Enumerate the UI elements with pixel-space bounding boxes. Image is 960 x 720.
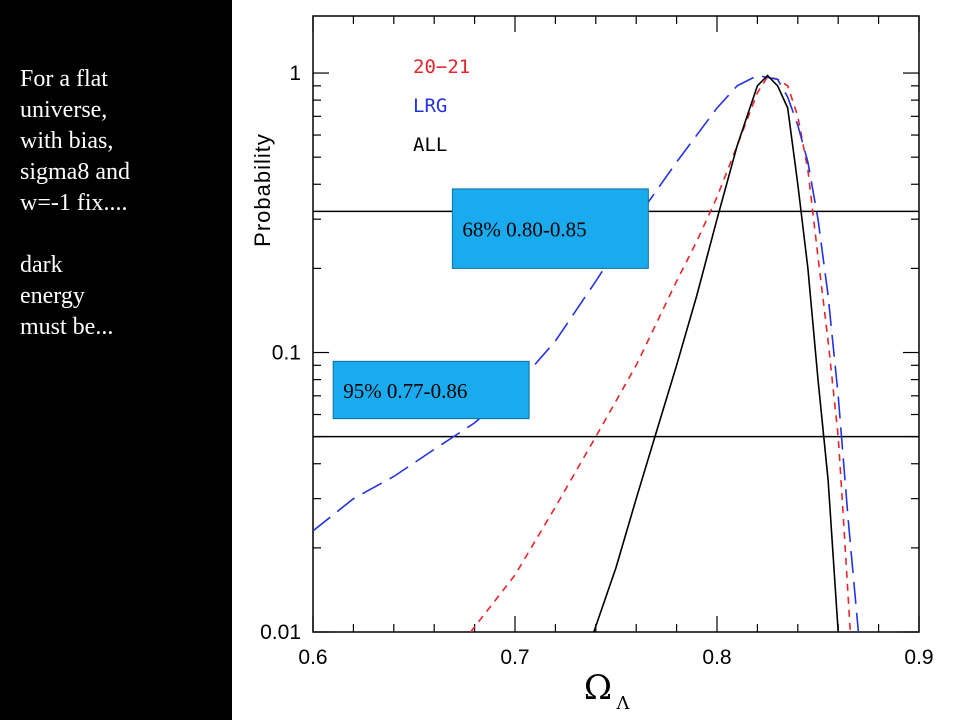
y-tick-label: 1 — [289, 62, 301, 85]
sidebar-gap — [20, 219, 220, 250]
chart-panel: 0.6 0.7 0.8 0.9 0.01 0.1 1 68% 0.80-0.85 95% 0.… — [232, 0, 960, 720]
x-tick-label: 0.6 — [298, 646, 327, 669]
plot-frame — [312, 15, 920, 633]
y-tick-label: 0.1 — [272, 342, 301, 365]
legend-entry: ALL — [413, 134, 447, 156]
x-axis-label: Ω — [584, 668, 612, 708]
x-tick-label: 0.9 — [904, 646, 933, 669]
confidence-label: 68% 0.80-0.85 — [462, 218, 586, 242]
x-tick-label: 0.7 — [500, 646, 529, 669]
series-line — [593, 74, 839, 632]
probability-chart: 0.6 0.7 0.8 0.9 0.01 0.1 1 68% 0.80-0.85 95% 0.… — [250, 15, 934, 714]
confidence-box — [332, 360, 530, 420]
sidebar-line: dark — [20, 252, 63, 278]
confidence-box — [451, 188, 649, 269]
series-line — [313, 74, 860, 632]
legend-entry: 20−21 — [413, 56, 470, 78]
sidebar-text: For a flat universe, with bias, sigma8 a… — [20, 64, 220, 343]
y-axis-label: Probability — [250, 133, 275, 247]
x-tick-label: 0.8 — [702, 646, 731, 669]
sidebar-line: with bias, — [20, 128, 114, 154]
series-line — [469, 75, 852, 632]
sidebar-line: w=-1 fix.... — [20, 190, 128, 216]
y-tick-label: 0.01 — [260, 621, 301, 644]
sidebar-line: energy — [20, 283, 85, 309]
sidebar-line: For a flat — [20, 66, 108, 92]
legend-entry: LRG — [413, 95, 447, 117]
sidebar-line: universe, — [20, 97, 108, 123]
sidebar-line: must be... — [20, 314, 114, 340]
x-axis-label-subscript: Λ — [616, 693, 631, 714]
confidence-label: 95% 0.77-0.86 — [343, 379, 467, 403]
sidebar-line: sigma8 and — [20, 159, 130, 185]
